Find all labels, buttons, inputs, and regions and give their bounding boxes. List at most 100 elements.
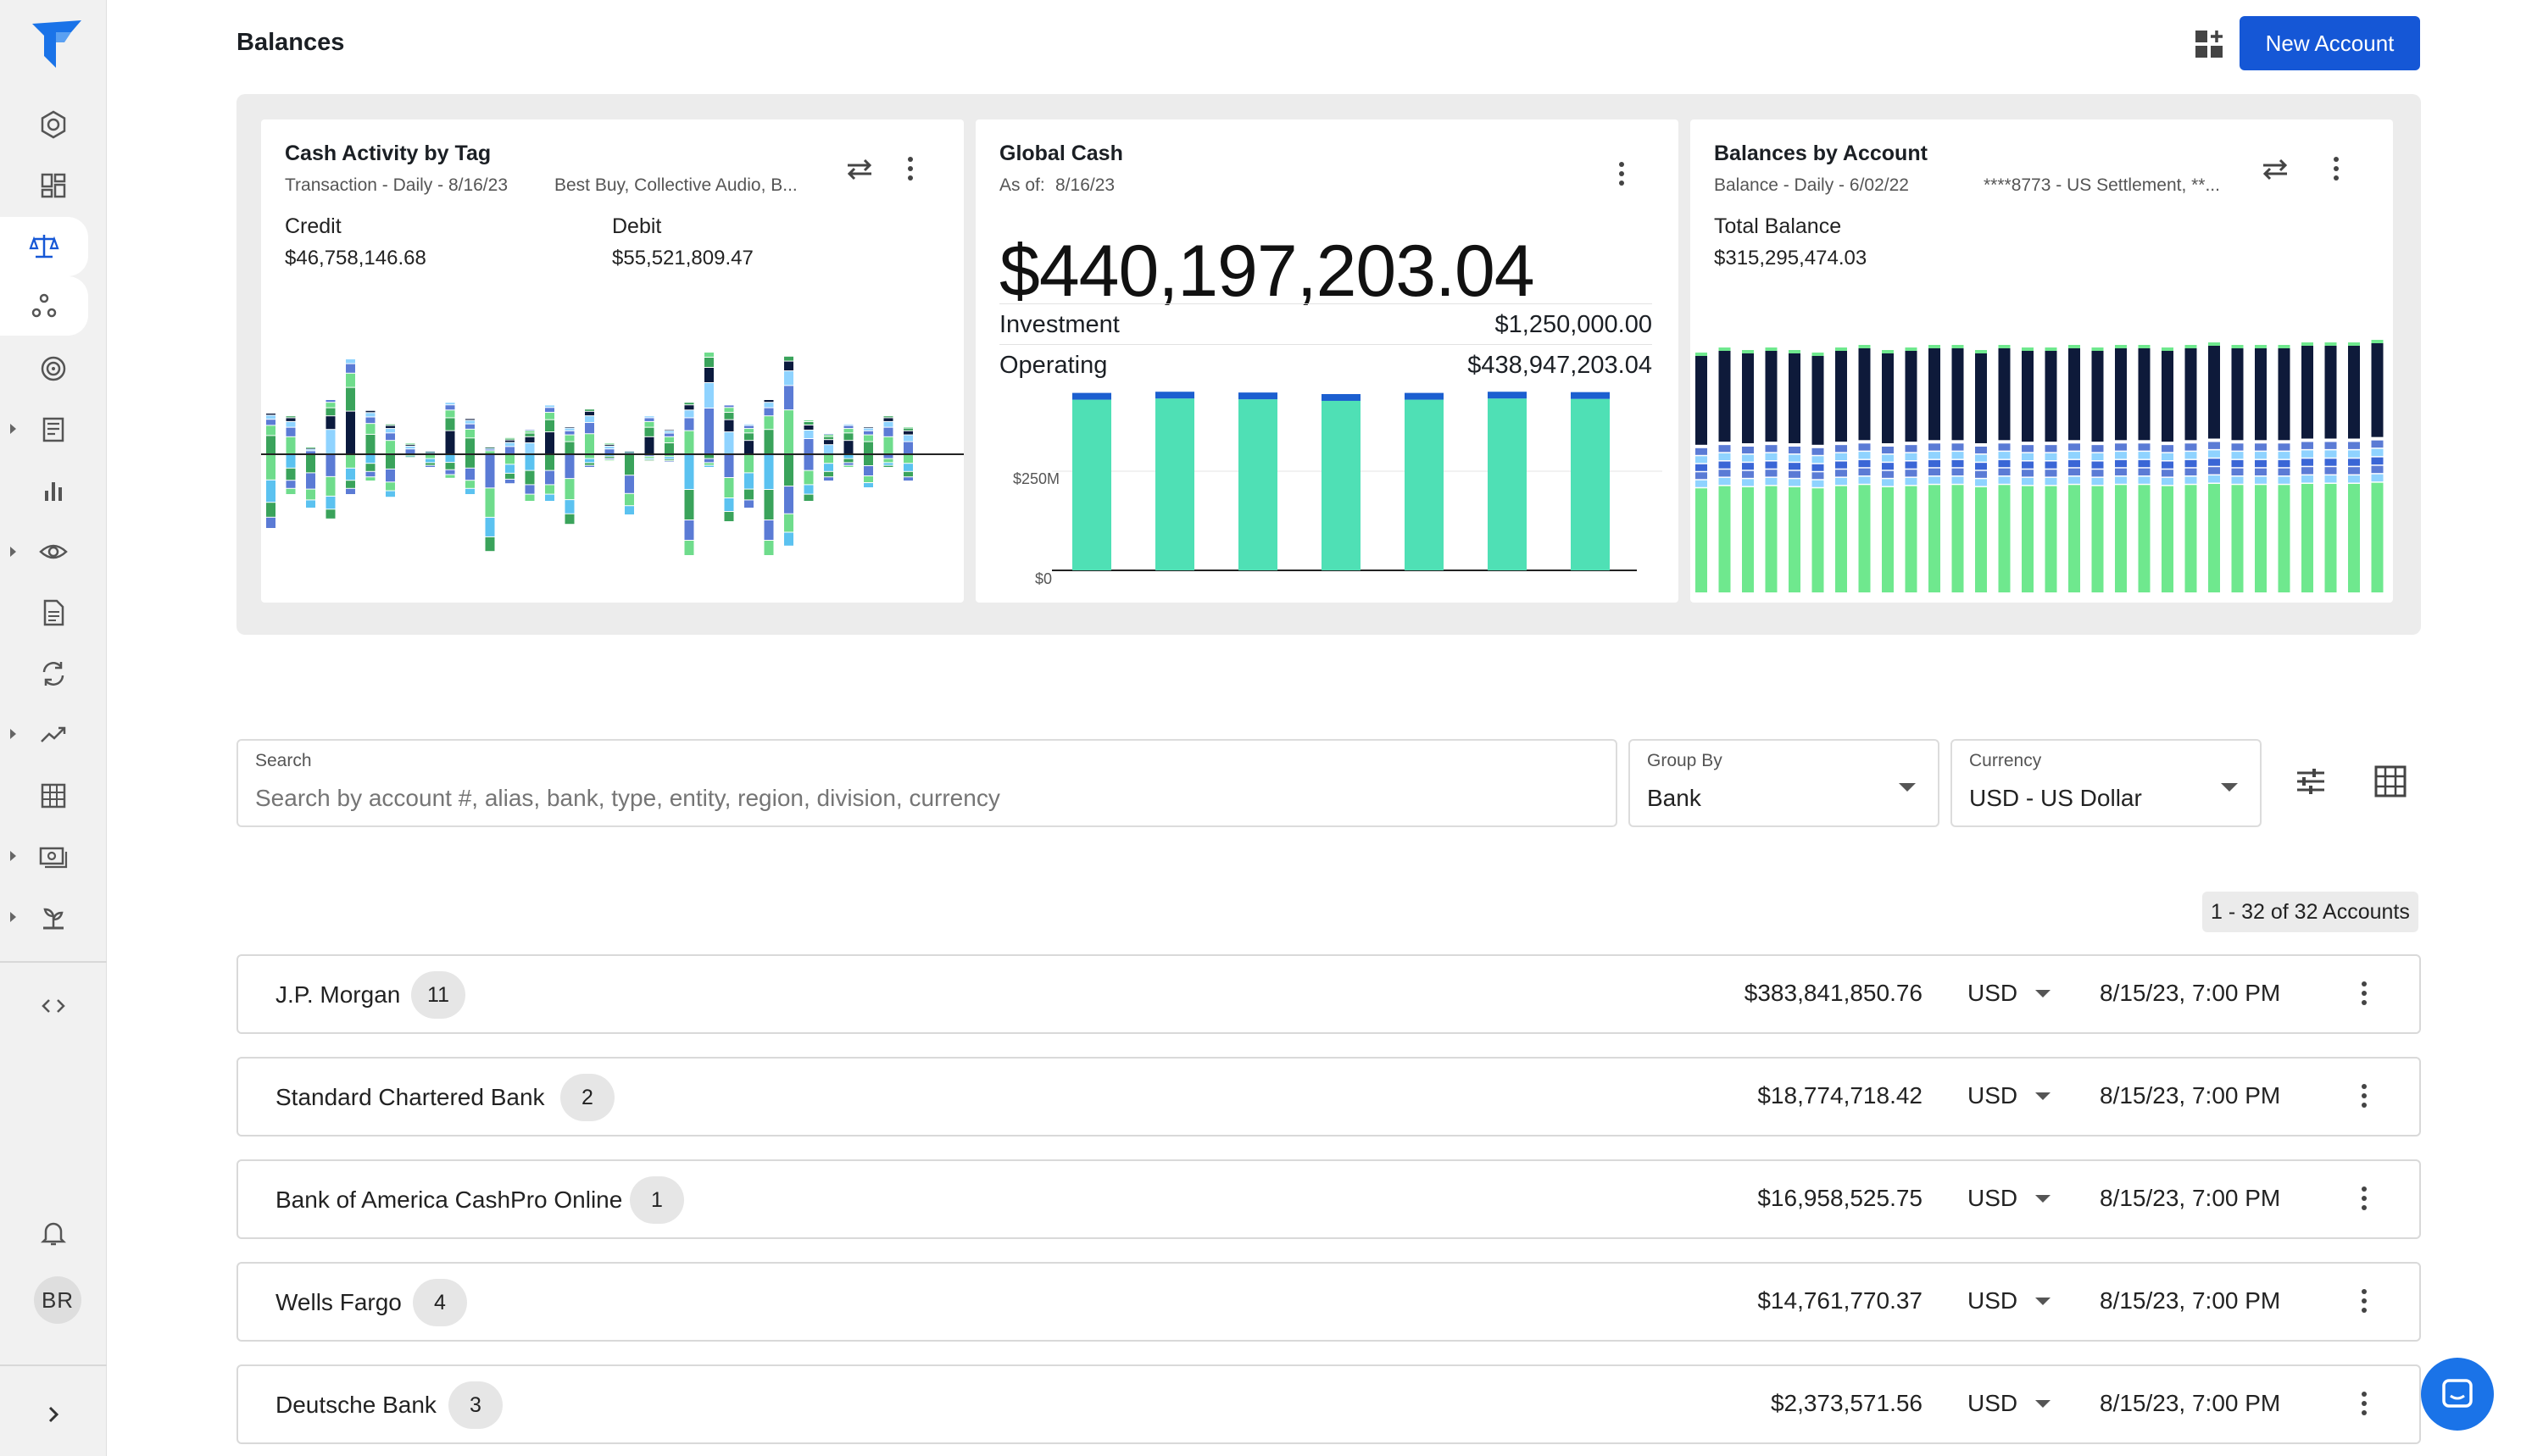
- add-widget-icon[interactable]: [2194, 29, 2224, 59]
- more-options-icon[interactable]: [2360, 1186, 2368, 1215]
- nav-ledger[interactable]: [0, 400, 107, 459]
- balance-bar-segment: [1765, 486, 1778, 592]
- last-updated: 8/15/23, 7:00 PM: [2100, 980, 2281, 1006]
- credit-bar-segment: [704, 383, 714, 408]
- balance-bar-segment: [1998, 476, 2011, 484]
- balance-bar-segment: [1882, 463, 1894, 470]
- credit-bar-segment: [266, 436, 275, 453]
- nav-balances[interactable]: [0, 217, 88, 276]
- bank-row[interactable]: Standard Chartered Bank 2 $18,774,718.42…: [236, 1057, 2421, 1136]
- credit-bar-segment: [565, 442, 575, 453]
- grid-view-icon[interactable]: [2373, 764, 2407, 798]
- bank-name: J.P. Morgan: [275, 981, 401, 1008]
- currency-code[interactable]: USD: [1967, 1287, 2018, 1314]
- more-options-icon[interactable]: [2332, 157, 2340, 186]
- debit-bar-segment: [843, 454, 854, 458]
- balance-bar-segment: [2184, 485, 2197, 592]
- currency-code[interactable]: USD: [1967, 1185, 2018, 1211]
- balance-bar-segment: [1811, 488, 1824, 592]
- credit-bar-segment: [306, 451, 315, 453]
- more-options-icon[interactable]: [906, 157, 915, 186]
- currency-code[interactable]: USD: [1967, 980, 2018, 1006]
- debit-bar-segment: [326, 496, 336, 509]
- chevron-down-icon[interactable]: [2035, 990, 2051, 998]
- balance-bar-segment: [1835, 477, 1847, 486]
- bar-chart-icon: [45, 482, 62, 501]
- credit-bar-segment: [824, 436, 833, 440]
- nav-forecast[interactable]: [0, 705, 107, 764]
- chevron-down-icon[interactable]: [2035, 1298, 2051, 1305]
- balance-bar-segment: [1928, 476, 1940, 484]
- plant-icon: [43, 908, 64, 930]
- debit-bar-segment: [525, 485, 535, 494]
- nav-tables[interactable]: [0, 766, 107, 825]
- debit-bar-segment: [585, 454, 594, 458]
- nav-notifications[interactable]: [0, 1203, 107, 1263]
- nav-visibility[interactable]: [0, 522, 107, 581]
- balance-bar-segment: [2138, 485, 2151, 592]
- credit-bar-segment: [485, 451, 495, 453]
- debit-bar-segment: [604, 459, 615, 461]
- nav-target[interactable]: [0, 339, 107, 398]
- chat-button[interactable]: [2421, 1358, 2494, 1431]
- group-by-select[interactable]: Group By Bank: [1628, 739, 1939, 827]
- chevron-down-icon[interactable]: [2035, 1400, 2051, 1408]
- filter-settings-icon[interactable]: [2294, 764, 2328, 798]
- sidebar: BR: [0, 0, 107, 1456]
- nav-nodes[interactable]: [0, 276, 88, 336]
- bank-row[interactable]: Bank of America CashPro Online 1 $16,958…: [236, 1159, 2421, 1239]
- more-options-icon[interactable]: [2360, 1289, 2368, 1318]
- credit-bar-segment: [386, 433, 395, 441]
- logo-icon[interactable]: [31, 19, 83, 71]
- balance-bar-segment: [1765, 470, 1778, 477]
- debit-bar-segment: [426, 458, 435, 463]
- swap-icon[interactable]: [2260, 157, 2290, 182]
- credit-bar-segment: [286, 436, 296, 453]
- credit-bar-segment: [365, 424, 376, 434]
- credit-bar-segment: [784, 410, 793, 453]
- search-input[interactable]: [255, 785, 1578, 812]
- nav-documents[interactable]: [0, 583, 107, 642]
- balance-bar-segment: [2162, 347, 2173, 351]
- currency-select[interactable]: Currency USD - US Dollar: [1950, 739, 2262, 827]
- balance-bar-segment: [1811, 480, 1824, 487]
- bank-row[interactable]: Wells Fargo 4 $14,761,770.37 USD 8/15/23…: [236, 1262, 2421, 1342]
- balance-bar-segment: [2255, 468, 2267, 475]
- currency-code[interactable]: USD: [1967, 1390, 2018, 1416]
- chevron-down-icon[interactable]: [2035, 1092, 2051, 1100]
- credit-bar-segment: [266, 415, 275, 420]
- new-account-button[interactable]: New Account: [2240, 16, 2420, 70]
- more-options-icon[interactable]: [2360, 1084, 2368, 1113]
- balance-bar-segment: [1742, 479, 1754, 486]
- card-subtitle: Transaction - Daily - 8/16/23: [285, 175, 509, 195]
- nav-hexagon[interactable]: [0, 95, 107, 154]
- swap-icon[interactable]: [844, 157, 875, 182]
- balance-bar-segment: [1835, 453, 1847, 461]
- debit-bar-segment: [545, 494, 554, 501]
- balance-bar-segment: [2022, 470, 2034, 477]
- balance-bar-segment: [1742, 353, 1754, 443]
- currency-code[interactable]: USD: [1967, 1082, 2018, 1109]
- bank-row[interactable]: Deutsche Bank 3 $2,373,571.56 USD 8/15/2…: [236, 1364, 2421, 1444]
- nav-payments[interactable]: [0, 827, 107, 886]
- investment-bar: [1322, 393, 1361, 401]
- more-options-icon[interactable]: [2360, 1392, 2368, 1420]
- bank-row[interactable]: J.P. Morgan 11 $383,841,850.76 USD 8/15/…: [236, 954, 2421, 1034]
- more-options-icon[interactable]: [2360, 981, 2368, 1010]
- nav-investments[interactable]: [0, 888, 107, 948]
- avatar[interactable]: BR: [34, 1276, 81, 1324]
- more-options-icon[interactable]: [1617, 162, 1626, 191]
- balance-bar-segment: [2278, 485, 2290, 592]
- search-field[interactable]: Search: [236, 739, 1617, 827]
- nav-reports[interactable]: [0, 461, 107, 520]
- balance-bar-segment: [2022, 477, 2034, 486]
- balance-bar-segment: [1882, 454, 1894, 462]
- credit-bar-segment: [266, 425, 275, 436]
- nav-dashboard[interactable]: [0, 156, 107, 215]
- chevron-down-icon[interactable]: [2035, 1195, 2051, 1203]
- nav-developer[interactable]: [0, 976, 107, 1036]
- balance-bar-segment: [1998, 348, 2011, 441]
- expand-sidebar-button[interactable]: [0, 1385, 107, 1444]
- nav-sync[interactable]: [0, 644, 107, 703]
- operating-label: Operating: [999, 352, 1108, 379]
